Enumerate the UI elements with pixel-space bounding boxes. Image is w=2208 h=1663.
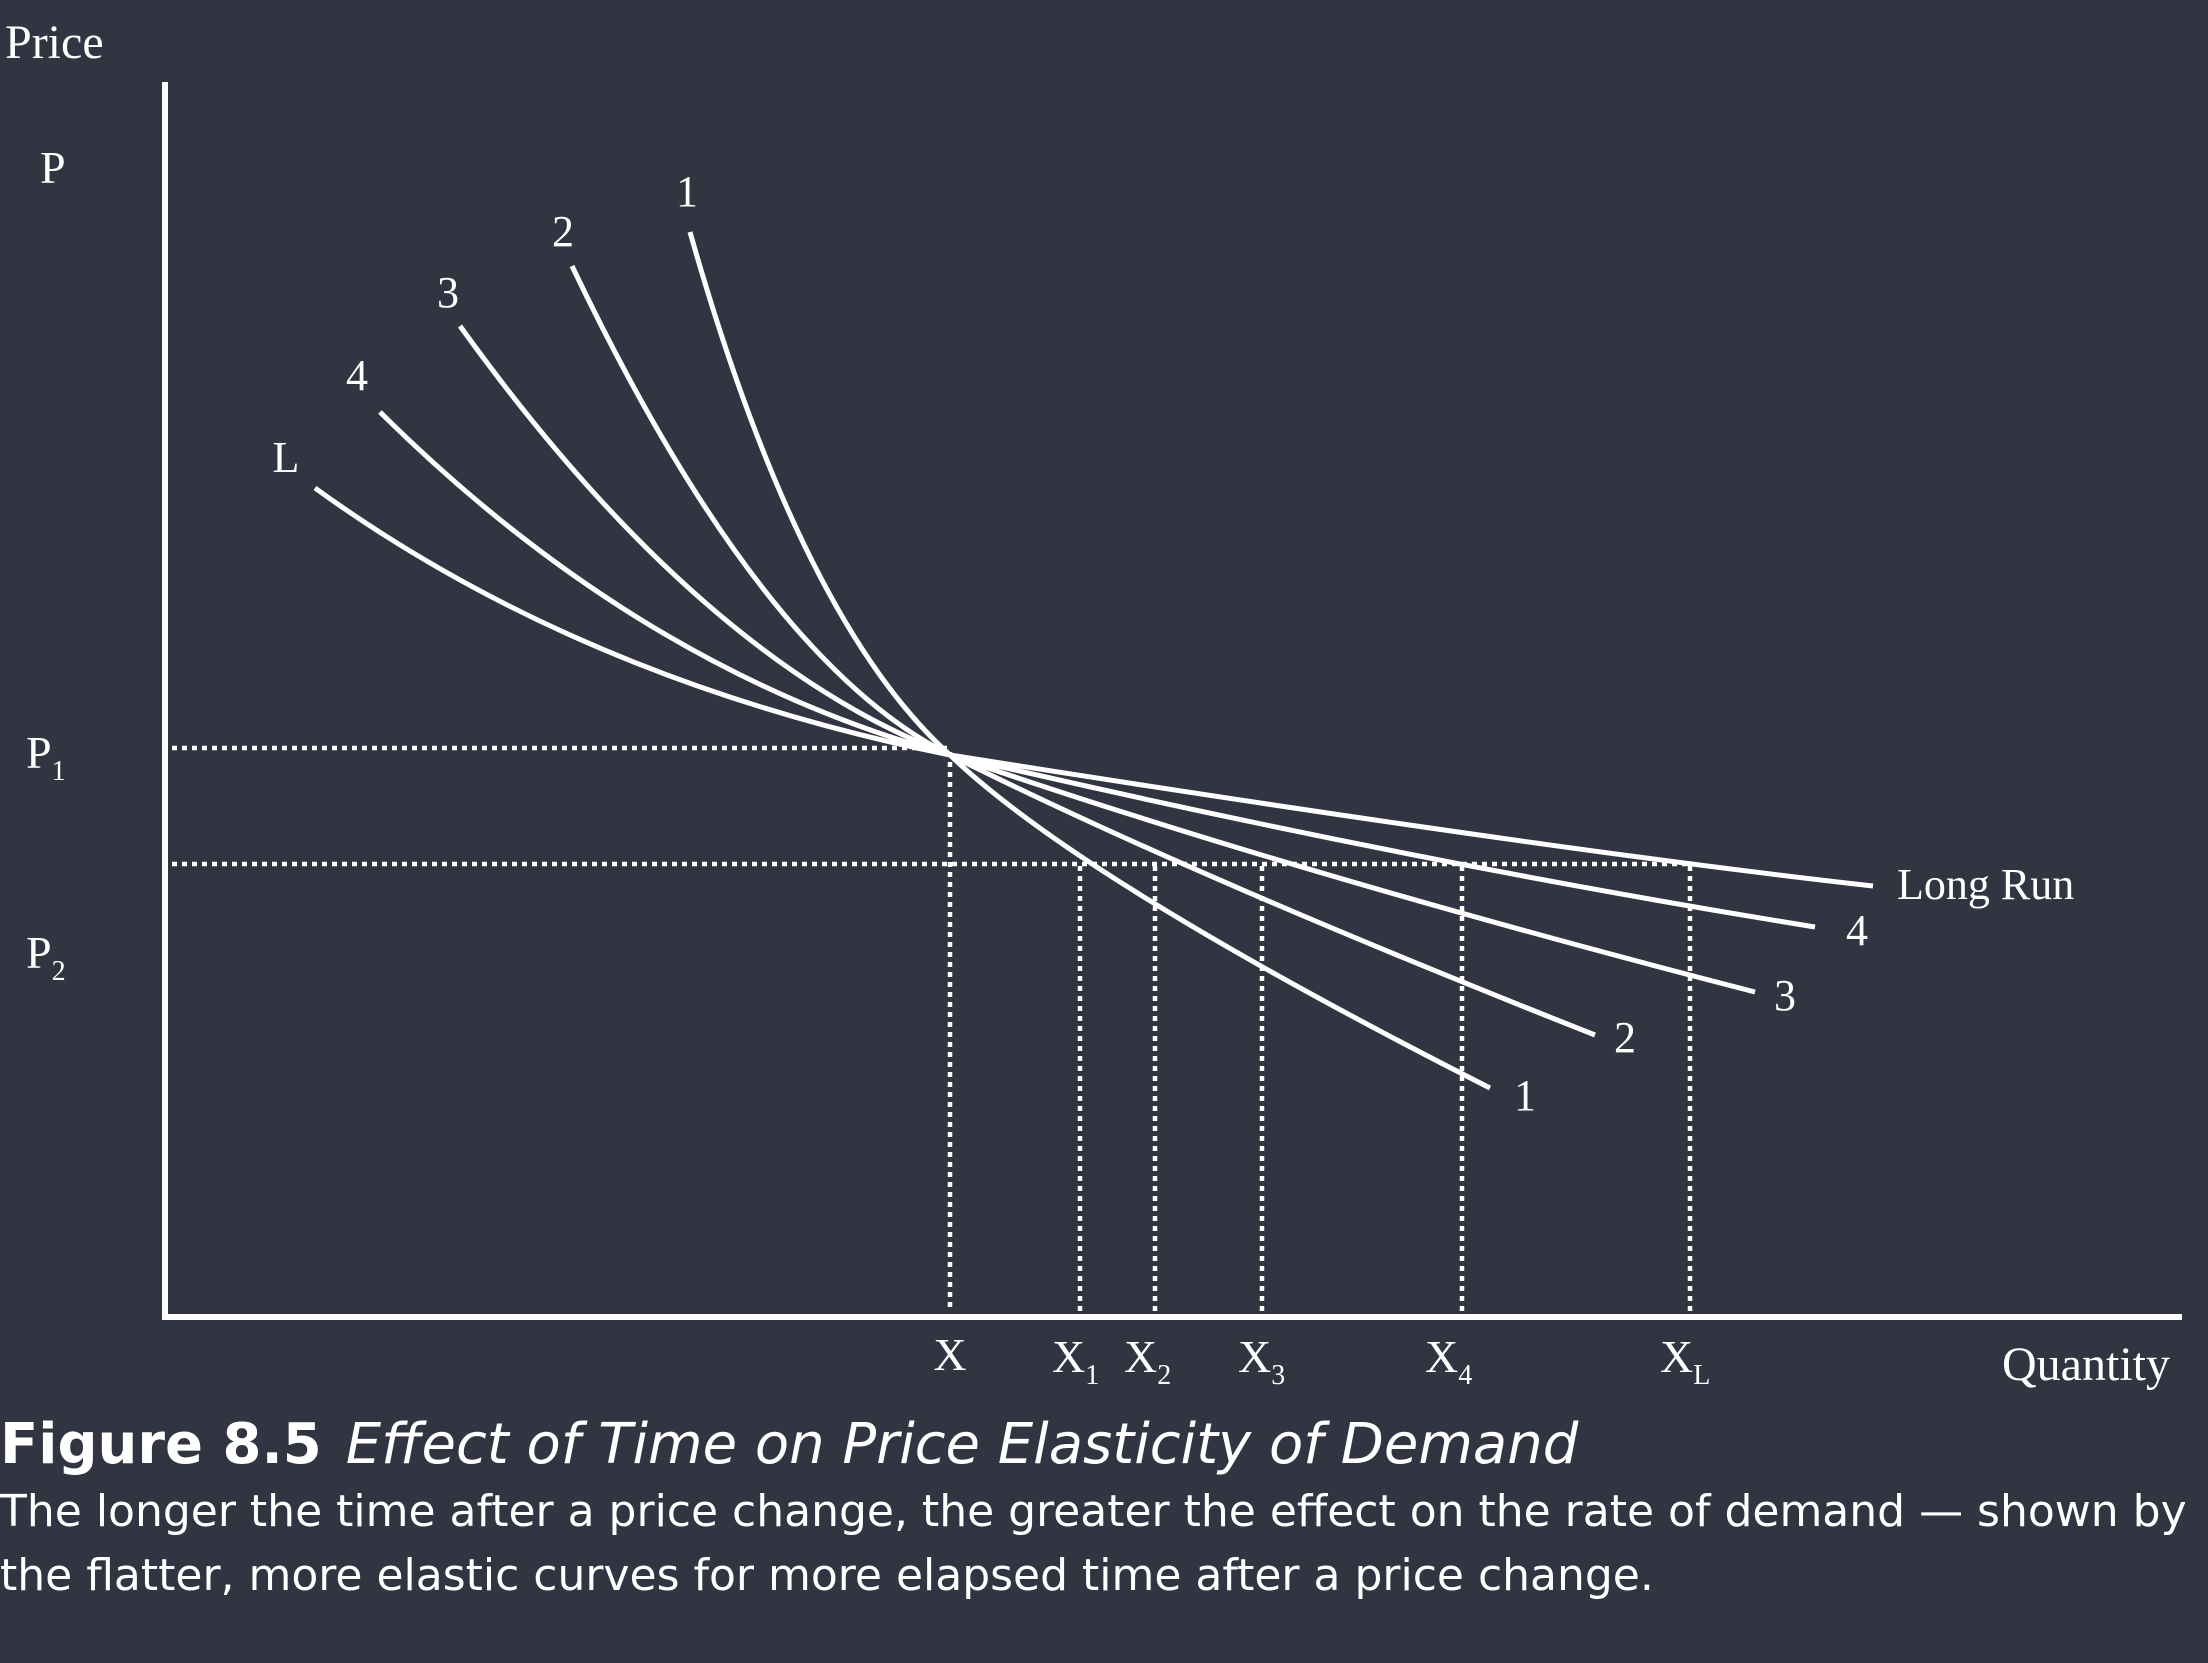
figure-caption: Figure 8.5 Effect of Time on Price Elasti…: [0, 1410, 2208, 1608]
price-label-p1: P1: [26, 727, 66, 787]
x-axis-label: Quantity: [2002, 1338, 2170, 1391]
quantity-label-x3: X3: [1238, 1331, 1285, 1391]
curve-1-end-label: 1: [1514, 1071, 1536, 1120]
curve-1-top-label: 1: [676, 167, 698, 216]
curve-4-top-label: 4: [346, 351, 368, 400]
price-label-p: P: [40, 142, 66, 193]
curve-4-end-label: 4: [1846, 906, 1868, 955]
caption-text: The longer the time after a price change…: [0, 1486, 2187, 1601]
demand-curve-long-run: [313, 485, 1874, 889]
price-label-p2: P2: [26, 927, 66, 987]
quantity-label-x4: X4: [1425, 1331, 1472, 1391]
elasticity-diagram: Price Quantity P P1 P2 1 2 3 4 L 1 2 3 4…: [5, 16, 2182, 1391]
figure-number: Figure 8.5: [0, 1412, 322, 1477]
curve-long-run-end-label: Long Run: [1897, 860, 2074, 909]
curve-l-top-label: L: [273, 433, 300, 482]
figure-title: Effect of Time on Price Elasticity of De…: [345, 1412, 1579, 1477]
demand-curve-1: [687, 231, 1492, 1091]
curve-3-end-label: 3: [1774, 971, 1796, 1020]
demand-curve-2: [569, 264, 1596, 1038]
quantity-label-x: X: [933, 1329, 966, 1380]
curve-2-top-label: 2: [552, 207, 574, 256]
y-axis-label: Price: [5, 16, 104, 69]
caption-title: Figure 8.5 Effect of Time on Price Elasti…: [0, 1410, 2208, 1480]
quantity-label-x1: X1: [1052, 1331, 1099, 1391]
quantity-label-xl: XL: [1660, 1331, 1710, 1391]
quantity-label-x2: X2: [1124, 1331, 1171, 1391]
curve-2-end-label: 2: [1614, 1013, 1636, 1062]
curve-3-top-label: 3: [437, 268, 459, 317]
